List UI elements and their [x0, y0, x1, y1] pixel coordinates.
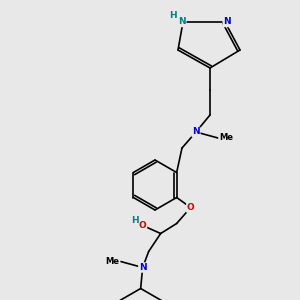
- Text: H: H: [131, 216, 139, 225]
- Text: N: N: [223, 17, 231, 26]
- Text: Me: Me: [219, 134, 233, 142]
- Text: N: N: [139, 263, 146, 272]
- Text: O: O: [187, 203, 194, 212]
- Text: Me: Me: [106, 257, 120, 266]
- Text: N: N: [178, 17, 186, 26]
- Text: O: O: [139, 221, 146, 230]
- Text: H: H: [169, 11, 177, 20]
- Text: N: N: [192, 128, 200, 136]
